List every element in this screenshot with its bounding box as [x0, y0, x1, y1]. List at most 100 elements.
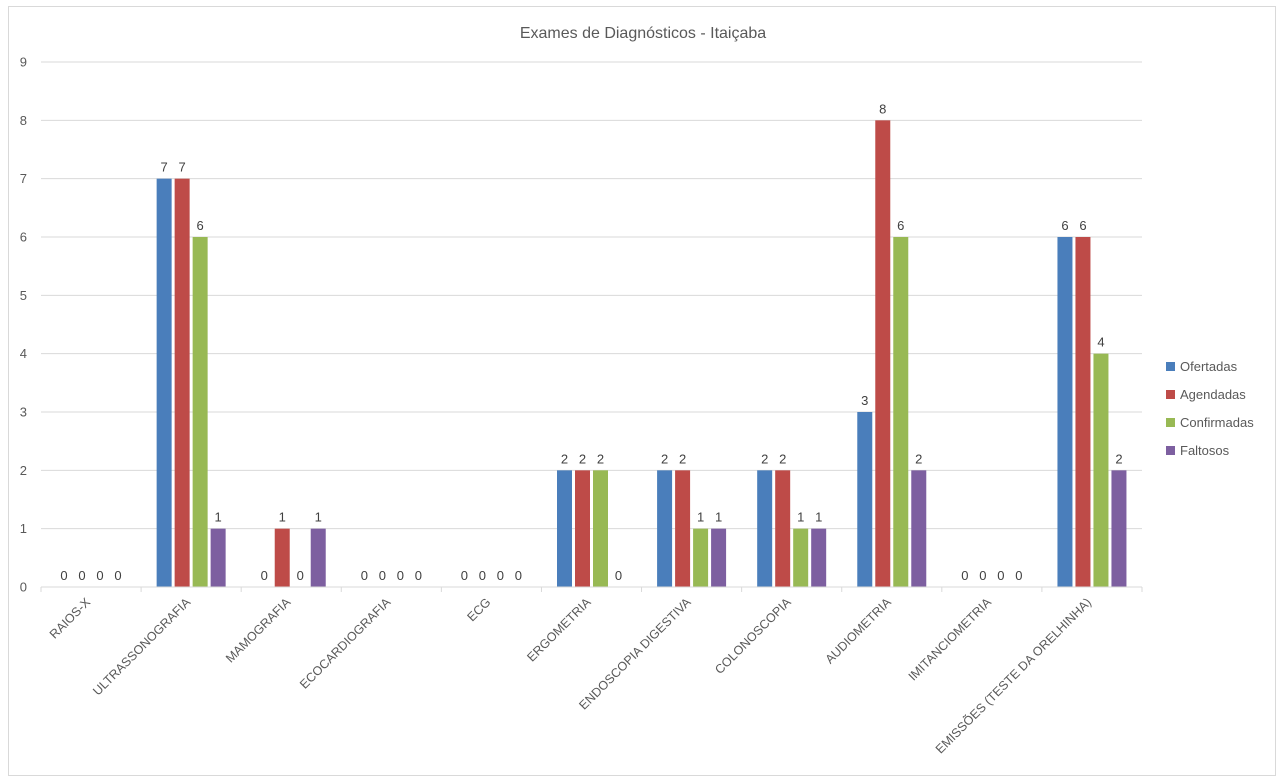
data-label: 0 [78, 568, 85, 583]
x-tick-label: ULTRASSONOGRAFIA [90, 595, 194, 699]
bar [1093, 353, 1109, 587]
data-label: 0 [961, 568, 968, 583]
x-tick-label: ERGOMETRIA [524, 595, 594, 665]
bar [811, 528, 827, 587]
bar [557, 470, 572, 587]
bar [893, 237, 909, 587]
data-label: 2 [915, 451, 922, 466]
data-label: 2 [579, 451, 586, 466]
bar [793, 528, 809, 587]
data-label: 0 [615, 568, 622, 583]
y-tick-label: 0 [20, 580, 27, 595]
data-label: 1 [279, 510, 286, 525]
x-tick-label: COLONOSCOPIA [712, 595, 794, 677]
data-label: 0 [515, 568, 522, 583]
data-label: 3 [861, 393, 868, 408]
legend-swatch [1166, 390, 1175, 399]
y-tick-label: 5 [20, 288, 27, 303]
bars [156, 120, 1127, 587]
legend: Ofertadas Agendadas Confirmadas Faltosos [1166, 359, 1254, 458]
data-label: 0 [497, 568, 504, 583]
data-label: 0 [461, 568, 468, 583]
data-label: 0 [415, 568, 422, 583]
y-tick-label: 1 [20, 521, 27, 536]
bar [775, 470, 791, 587]
data-label: 2 [761, 451, 768, 466]
data-label: 0 [114, 568, 121, 583]
x-tick-label: ENDOSCOPIA DIGESTIVA [576, 595, 694, 713]
bar [875, 120, 891, 587]
bar [675, 470, 691, 587]
bar [210, 528, 226, 587]
bar [593, 470, 608, 587]
data-label: 0 [997, 568, 1004, 583]
data-label: 2 [679, 451, 686, 466]
data-label: 2 [779, 451, 786, 466]
data-label: 0 [479, 568, 486, 583]
data-label: 6 [1061, 218, 1068, 233]
data-label: 7 [161, 160, 168, 175]
x-tick-label: MAMOGRAFIA [223, 595, 294, 666]
legend-swatch [1166, 362, 1175, 371]
bar [274, 528, 290, 587]
data-label: 2 [661, 451, 668, 466]
data-label: 0 [397, 568, 404, 583]
data-label: 1 [215, 510, 222, 525]
bar [857, 412, 873, 587]
bar [1057, 237, 1073, 587]
bar [911, 470, 927, 587]
bar [156, 178, 172, 587]
bar [757, 470, 773, 587]
data-label: 1 [797, 510, 804, 525]
chart-frame: Exames de Diagnósticos - Itaiçaba 0 1 2 3 4 5… [8, 6, 1276, 776]
data-label: 4 [1097, 335, 1104, 350]
data-label: 8 [879, 101, 886, 116]
bar [310, 528, 326, 587]
bar [1075, 237, 1091, 587]
x-tick-label: ECOCARDIOGRAFIA [297, 595, 394, 692]
data-label: 0 [979, 568, 986, 583]
legend-swatch [1166, 446, 1175, 455]
y-axis: 0 1 2 3 4 5 6 7 8 9 [20, 55, 27, 595]
y-tick-label: 2 [20, 463, 27, 478]
data-label: 2 [1115, 451, 1122, 466]
data-label: 7 [179, 160, 186, 175]
gridlines [41, 61, 1142, 530]
data-label: 0 [379, 568, 386, 583]
bar-chart: Exames de Diagnósticos - Itaiçaba 0 1 2 3 4 5… [20, 25, 1254, 757]
bar [657, 470, 673, 587]
y-tick-label: 4 [20, 346, 27, 361]
bar [693, 528, 709, 587]
bar [192, 237, 208, 587]
bar [1111, 470, 1127, 587]
legend-label: Agendadas [1180, 387, 1246, 402]
data-label: 6 [897, 218, 904, 233]
chart-title: Exames de Diagnósticos - Itaiçaba [520, 25, 766, 42]
bar [711, 528, 727, 587]
data-label: 1 [315, 510, 322, 525]
data-label: 0 [1015, 568, 1022, 583]
x-tick-label: EMISSÕES (TESTE DA ORELHINHA) [932, 595, 1094, 757]
legend-label: Faltosos [1180, 443, 1230, 458]
x-tick-label: IMITANCIOMETRIA [906, 595, 995, 684]
legend-label: Confirmadas [1180, 415, 1254, 430]
data-label: 2 [597, 451, 604, 466]
data-label: 1 [815, 510, 822, 525]
y-tick-label: 7 [20, 171, 27, 186]
data-label: 0 [361, 568, 368, 583]
y-tick-label: 6 [20, 230, 27, 245]
bar [575, 470, 590, 587]
data-label: 6 [197, 218, 204, 233]
x-tick-label: AUDIOMETRIA [823, 595, 895, 667]
y-tick-label: 9 [20, 55, 27, 70]
data-label: 6 [1079, 218, 1086, 233]
x-tick-label: RAIOS-X [47, 595, 94, 642]
legend-label: Ofertadas [1180, 359, 1238, 374]
data-label: 0 [60, 568, 67, 583]
data-label: 0 [297, 568, 304, 583]
data-label: 2 [561, 451, 568, 466]
y-tick-label: 3 [20, 405, 27, 420]
data-label: 0 [261, 568, 268, 583]
